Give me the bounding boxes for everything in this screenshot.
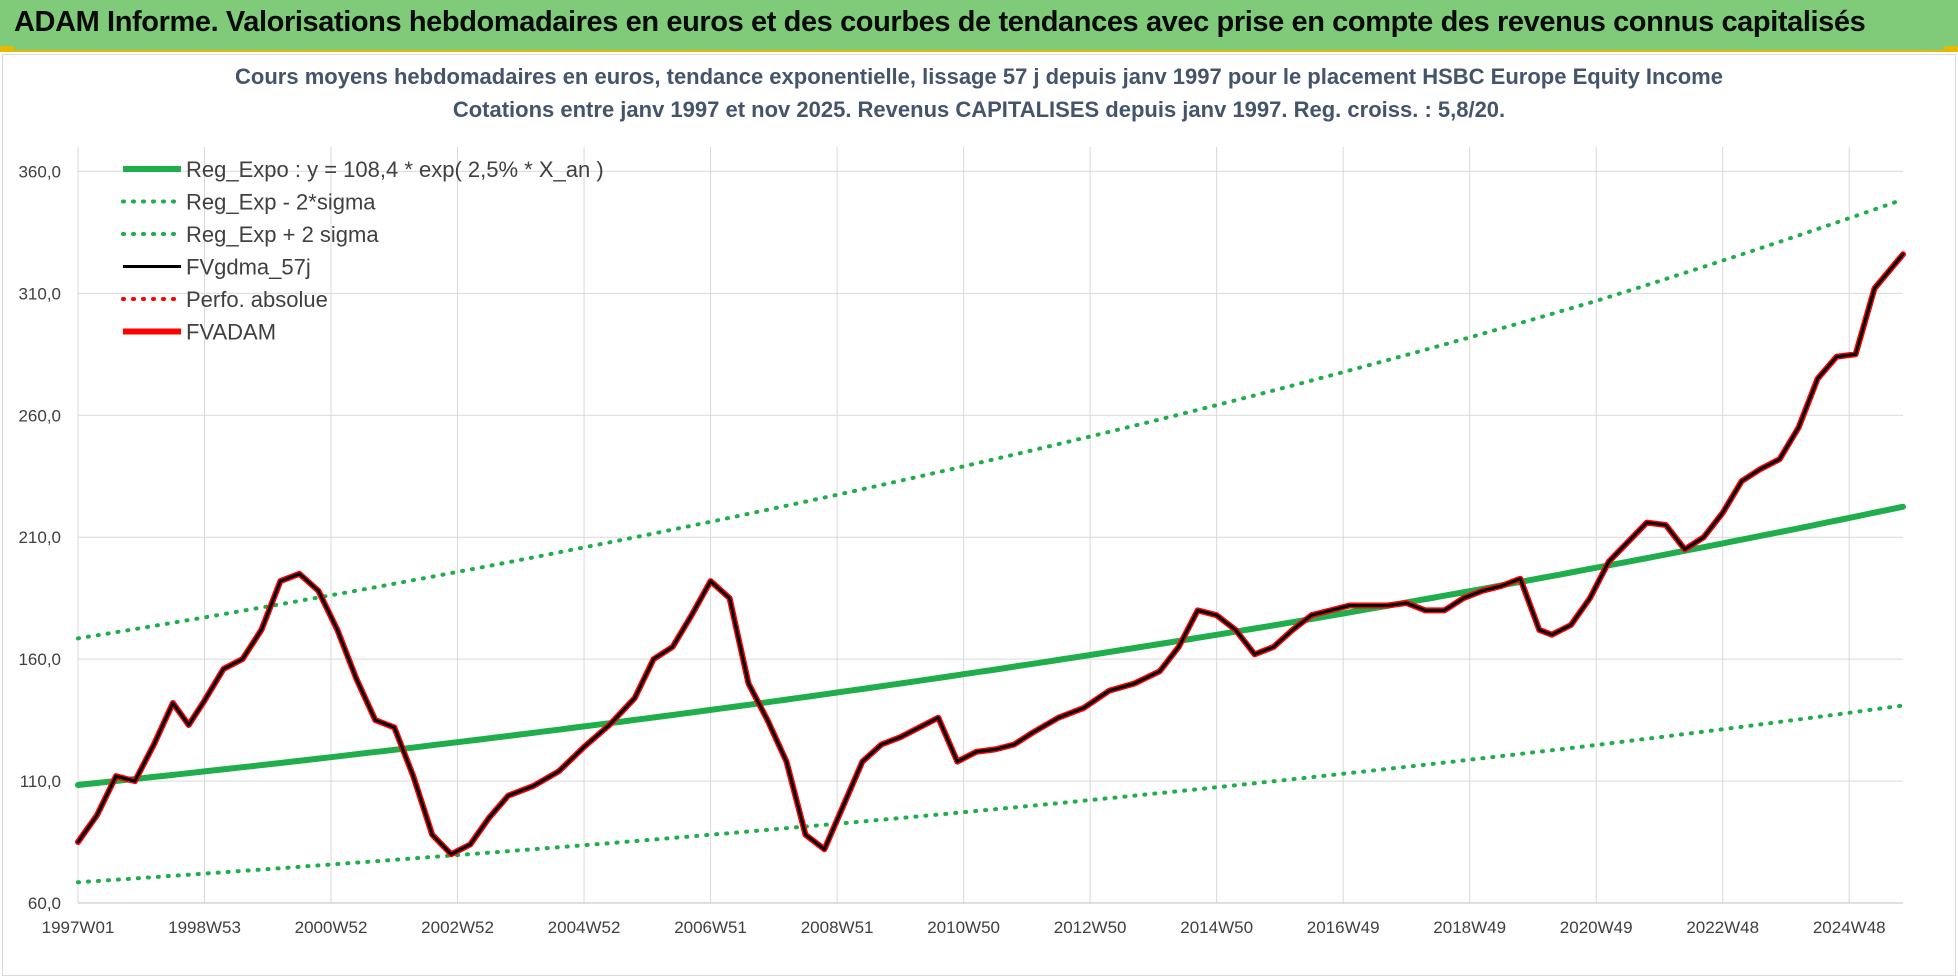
chart-subtitle: Cotations entre janv 1997 et nov 2025. R… — [453, 97, 1505, 122]
x-tick-label: 2022W48 — [1686, 918, 1759, 937]
x-tick-label: 2006W51 — [674, 918, 747, 937]
x-tick-label: 2018W49 — [1433, 918, 1506, 937]
chart-area: 60,0 110,0 160,0 210,0 260,0 310,0 360,0 1997W… — [2, 54, 1956, 976]
x-tick-label: 2008W51 — [801, 918, 874, 937]
report-banner: ADAM Informe. Valorisations hebdomadaire… — [0, 0, 1958, 52]
x-tick-label: 2012W50 — [1054, 918, 1127, 937]
x-tick-label: 2010W50 — [927, 918, 1000, 937]
legend-label: FVADAM — [186, 320, 276, 345]
report-title: ADAM Informe. Valorisations hebdomadaire… — [14, 6, 1866, 38]
y-tick-label: 310,0 — [18, 284, 61, 303]
fvadam-line — [75, 251, 1906, 858]
corner-accent-right — [1944, 46, 1958, 52]
legend-label: FVgdma_57j — [186, 255, 311, 280]
y-tick-label: 60,0 — [28, 894, 61, 913]
y-tick-label: 360,0 — [18, 162, 61, 181]
x-tick-label: 2014W50 — [1180, 918, 1253, 937]
x-tick-label: 2016W49 — [1307, 918, 1380, 937]
reg-minus-2sigma-line — [76, 703, 1905, 885]
fvgdma-57j-line — [76, 252, 1905, 856]
x-tick-label: 2004W52 — [548, 918, 621, 937]
corner-accent-left — [0, 46, 14, 52]
x-tick-label: 2024W48 — [1813, 918, 1886, 937]
reg-expo-line — [75, 503, 1906, 788]
x-tick-label: 1997W01 — [42, 918, 115, 937]
reg-plus-2sigma-line — [76, 197, 1905, 641]
y-axis-ticks: 60,0 110,0 160,0 210,0 260,0 310,0 360,0 — [18, 162, 61, 913]
x-tick-label: 2020W49 — [1560, 918, 1633, 937]
legend: Reg_Expo : y = 108,4 * exp( 2,5% * X_an … — [121, 157, 604, 345]
trend-chart: 60,0 110,0 160,0 210,0 260,0 310,0 360,0 1997W… — [18, 64, 1906, 937]
x-tick-label: 2002W52 — [421, 918, 494, 937]
legend-label: Reg_Exp - 2*sigma — [186, 190, 376, 215]
gridlines — [77, 147, 1903, 904]
x-tick-label: 1998W53 — [168, 918, 241, 937]
legend-label: Reg_Exp + 2 sigma — [186, 222, 379, 247]
legend-label: Perfo. absolue — [186, 287, 328, 312]
series-lines — [75, 197, 1906, 885]
legend-label: Reg_Expo : y = 108,4 * exp( 2,5% * X_an … — [186, 157, 604, 182]
y-tick-label: 110,0 — [20, 772, 61, 791]
x-axis-ticks: 1997W01 1998W53 2000W52 2002W52 2004W52 2006W… — [42, 918, 1886, 937]
x-tick-label: 2000W52 — [295, 918, 368, 937]
y-tick-label: 160,0 — [18, 650, 61, 669]
y-tick-label: 210,0 — [18, 528, 61, 547]
y-tick-label: 260,0 — [18, 406, 61, 425]
chart-title: Cours moyens hebdomadaires en euros, ten… — [235, 64, 1723, 89]
